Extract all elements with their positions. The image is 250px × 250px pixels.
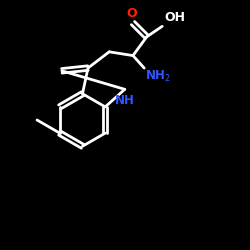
Text: NH$_2$: NH$_2$	[146, 69, 171, 84]
Text: NH: NH	[115, 94, 135, 107]
Text: O: O	[126, 7, 137, 20]
Text: OH: OH	[164, 11, 185, 24]
